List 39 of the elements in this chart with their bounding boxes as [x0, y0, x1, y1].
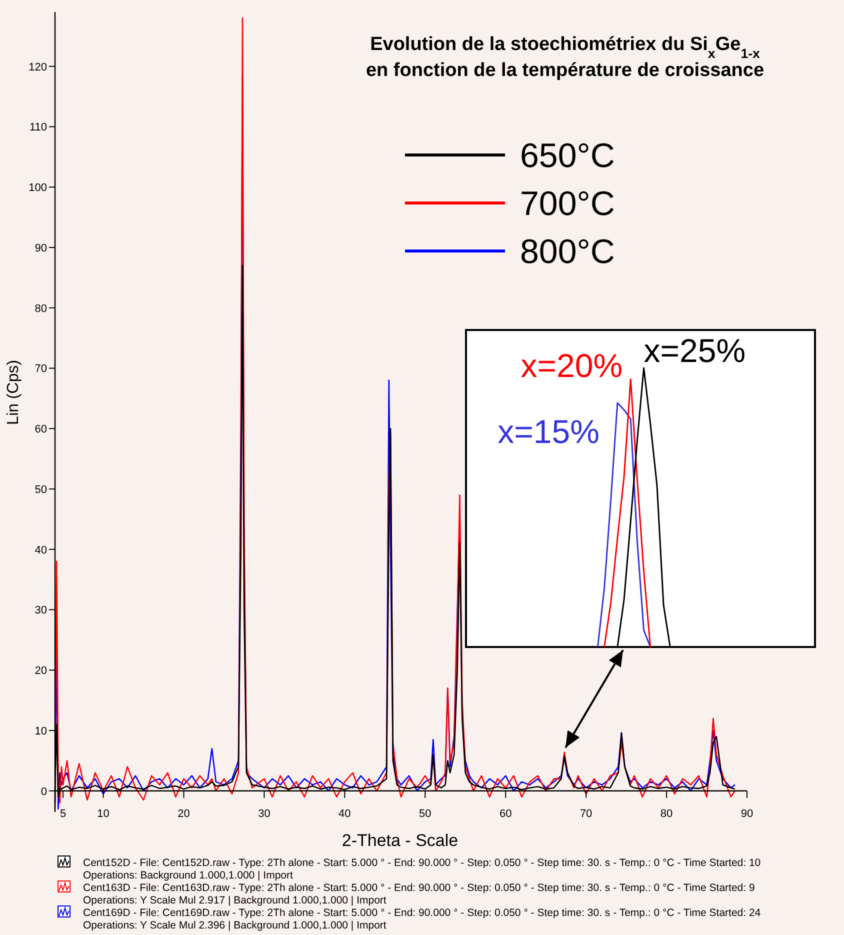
text: Operations: Background 1.000,1.000 | Import — [83, 870, 294, 882]
y-tick-label: 10 — [34, 725, 47, 738]
legend-label: 800°C — [520, 233, 615, 271]
y-tick-label: 50 — [34, 484, 47, 496]
x-tick-label: 20 — [178, 808, 190, 820]
series-label: x=15% — [498, 412, 600, 450]
text: en fonction de la température de croissance — [366, 60, 764, 81]
y-tick-label: 40 — [34, 544, 47, 556]
x-tick-label: 10 — [97, 808, 110, 820]
text: Operations: Y Scale Mul 2.917 | Background 1.000,1.000 | Import — [83, 894, 386, 906]
y-tick-label: 70 — [34, 363, 47, 376]
y-tick-label: 60 — [34, 424, 47, 436]
y-tick-label: 110 — [29, 122, 47, 134]
x-tick-label: 70 — [580, 808, 592, 820]
series-label: x=20% — [520, 347, 623, 384]
y-tick-label: 120 — [28, 61, 47, 74]
text: Cent169D - File: Cent169D.raw - Type: 2Th alone - Start: 5.000 ° - End: 90.000 ° - Step: 0.050 ° - Step time: 30. s - Temp.: 0 °C - Time Started: 24 — [83, 907, 761, 919]
y-tick-label: 30 — [34, 604, 47, 617]
y-axis-title: Lin (Cps) — [5, 360, 22, 425]
x-axis-title: 2-Theta - Scale — [342, 831, 458, 850]
x-tick-label: 5 — [60, 808, 66, 820]
y-tick-label: 100 — [28, 182, 47, 194]
legend-label: 700°C — [520, 185, 615, 223]
x-tick-label: 40 — [338, 808, 351, 820]
y-tick-label: 80 — [34, 302, 47, 315]
x-tick-label: 60 — [499, 808, 512, 820]
series-label: x=25% — [644, 332, 746, 369]
y-tick-label: 90 — [34, 242, 47, 254]
x-tick-label: 80 — [660, 808, 673, 820]
text: Cent152D - File: Cent152D.raw - Type: 2Th alone - Start: 5.000 ° - End: 90.000 ° - Step: 0.050 ° - Step time: 30. s - Temp.: 0 °C - Time Started: 10 — [83, 857, 761, 869]
x-tick-label: 50 — [419, 808, 432, 820]
y-tick-label: 20 — [34, 665, 47, 678]
x-tick-label: 90 — [740, 808, 754, 820]
text: Cent163D - File: Cent163D.raw - Type: 2Th alone - Start: 5.000 ° - End: 90.000 ° - Step: 0.050 ° - Step time: 30. s - Temp.: 0 °C - Time Started: 9 — [83, 882, 755, 894]
text: Evolution de la stoechiométriex du Si$_{x}$Ge$_{1-x}$ — [370, 34, 761, 60]
text: Operations: Y Scale Mul 2.396 | Background 1.000,1.000 | Import — [83, 920, 386, 932]
y-tick-label: 0 — [40, 786, 47, 798]
legend-label: 650°C — [520, 137, 615, 175]
x-tick-label: 30 — [258, 808, 270, 820]
